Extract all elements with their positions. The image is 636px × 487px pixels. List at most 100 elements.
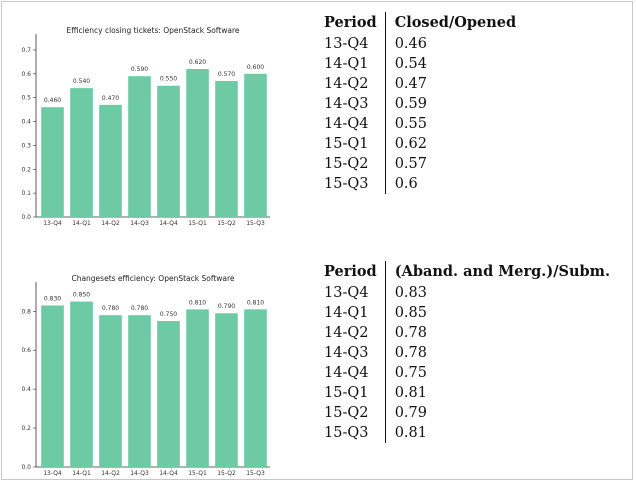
x-tick-label: 14-Q3	[130, 220, 149, 227]
bar	[99, 104, 122, 217]
y-tick-label: 0.0	[21, 214, 31, 221]
ratio-cell: 0.57	[384, 154, 525, 174]
ratio-cell: 0.81	[384, 383, 619, 403]
y-tick-label: 0.4	[21, 386, 31, 393]
bar	[128, 315, 151, 467]
x-tick-label: 14-Q3	[130, 470, 149, 477]
changesets-chart: Changesets efficiency: OpenStack Softwar…	[21, 274, 270, 477]
period-cell: 15-Q1	[324, 385, 369, 401]
ratio-cell: 0.78	[384, 343, 619, 363]
ratio-cell: 0.81	[384, 423, 619, 443]
x-tick-label: 14-Q2	[101, 220, 120, 227]
data-label: 0.550	[160, 76, 177, 83]
bar	[186, 69, 209, 217]
table-row: 15-Q3 0.81	[324, 423, 619, 443]
ratio-cell: 0.6	[384, 174, 525, 194]
y-tick-label: 0.8	[21, 308, 31, 315]
ratio-cell: 0.75	[384, 363, 619, 383]
data-label: 0.850	[73, 292, 90, 299]
figure-frame	[1, 1, 633, 480]
x-tick-label: 14-Q1	[72, 470, 91, 477]
x-tick-label: 15-Q2	[217, 220, 236, 227]
ratio-cell: 0.83	[384, 283, 619, 303]
period-cell: 15-Q2	[324, 156, 369, 172]
changesets-ratio-table: Period (Aband. and Merg.)/Subm. 13-Q4 0.8…	[324, 261, 619, 443]
y-tick-label: 0.1	[21, 190, 31, 197]
bar	[215, 80, 238, 218]
period-cell: 14-Q1	[324, 56, 369, 72]
data-label: 0.620	[189, 59, 206, 66]
period-cell: 13-Q4	[324, 285, 369, 301]
closed-opened-table: Period Closed/Opened 13-Q4 0.46 14-Q1 0.54 1…	[324, 12, 525, 194]
y-tick-label: 0.7	[21, 47, 31, 54]
table-row: 14-Q2 0.78	[324, 323, 619, 343]
data-label: 0.780	[102, 305, 119, 312]
x-tick-label: 15-Q2	[217, 470, 236, 477]
y-tick-label: 0.6	[21, 71, 31, 78]
table-row: 14-Q3 0.59	[324, 94, 525, 114]
ratio-cell: 0.46	[384, 34, 525, 54]
data-label: 0.470	[102, 95, 119, 102]
bar	[215, 313, 238, 467]
x-tick-label: 15-Q1	[188, 220, 207, 227]
data-label: 0.810	[189, 299, 206, 306]
ratio-cell: 0.47	[384, 74, 525, 94]
bar	[157, 85, 180, 217]
x-tick-label: 14-Q1	[72, 220, 91, 227]
data-label: 0.460	[44, 97, 61, 104]
y-tick-label: 0.2	[21, 166, 31, 173]
ratio-cell: 0.62	[384, 134, 525, 154]
table-row: 15-Q2 0.57	[324, 154, 525, 174]
x-tick-label: 15-Q3	[246, 220, 265, 227]
chart-title: Changesets efficiency: OpenStack Softwar…	[71, 274, 234, 283]
x-tick-label: 15-Q1	[188, 470, 207, 477]
period-cell: 15-Q3	[324, 425, 369, 441]
period-cell: 14-Q4	[324, 365, 369, 381]
y-tick-label: 0.4	[21, 119, 31, 126]
period-cell: 15-Q3	[324, 176, 369, 192]
bar	[41, 107, 64, 217]
table-row: 14-Q2 0.47	[324, 74, 525, 94]
table-header-row: Period (Aband. and Merg.)/Subm.	[324, 261, 619, 283]
chart-title: Efficiency closing tickets: OpenStack So…	[66, 26, 239, 35]
period-cell: 14-Q2	[324, 325, 369, 341]
bar	[70, 88, 93, 218]
table-row: 13-Q4 0.83	[324, 283, 619, 303]
table-row: 15-Q1 0.62	[324, 134, 525, 154]
x-tick-label: 14-Q2	[101, 470, 120, 477]
table-row: 15-Q1 0.81	[324, 383, 619, 403]
data-label: 0.780	[131, 305, 148, 312]
x-tick-label: 15-Q3	[246, 470, 265, 477]
y-tick-label: 0.2	[21, 425, 31, 432]
data-label: 0.590	[131, 66, 148, 73]
data-label: 0.810	[247, 299, 264, 306]
data-label: 0.540	[73, 78, 90, 85]
period-cell: 15-Q2	[324, 405, 369, 421]
period-cell: 13-Q4	[324, 36, 369, 52]
bar	[70, 301, 93, 467]
data-label: 0.600	[247, 64, 264, 71]
bar	[128, 76, 151, 217]
y-tick-label: 0.3	[21, 142, 31, 149]
data-label: 0.750	[160, 311, 177, 318]
period-header: Period	[324, 262, 377, 280]
ratio-cell: 0.78	[384, 323, 619, 343]
table-row: 14-Q1 0.54	[324, 54, 525, 74]
y-tick-label: 0.6	[21, 347, 31, 354]
period-cell: 14-Q4	[324, 116, 369, 132]
data-label: 0.830	[44, 295, 61, 302]
bar	[41, 305, 64, 467]
period-cell: 15-Q1	[324, 136, 369, 152]
bar	[186, 309, 209, 467]
ratio-cell: 0.85	[384, 303, 619, 323]
bar	[157, 321, 180, 467]
period-cell: 14-Q3	[324, 96, 369, 112]
x-tick-label: 13-Q4	[43, 470, 62, 477]
y-tick-label: 0.0	[21, 464, 31, 471]
ratio-header: (Aband. and Merg.)/Subm.	[384, 261, 619, 283]
period-cell: 14-Q3	[324, 345, 369, 361]
ratio-header: Closed/Opened	[384, 12, 525, 34]
period-cell: 14-Q2	[324, 76, 369, 92]
bar	[244, 309, 267, 467]
bar	[244, 73, 267, 217]
